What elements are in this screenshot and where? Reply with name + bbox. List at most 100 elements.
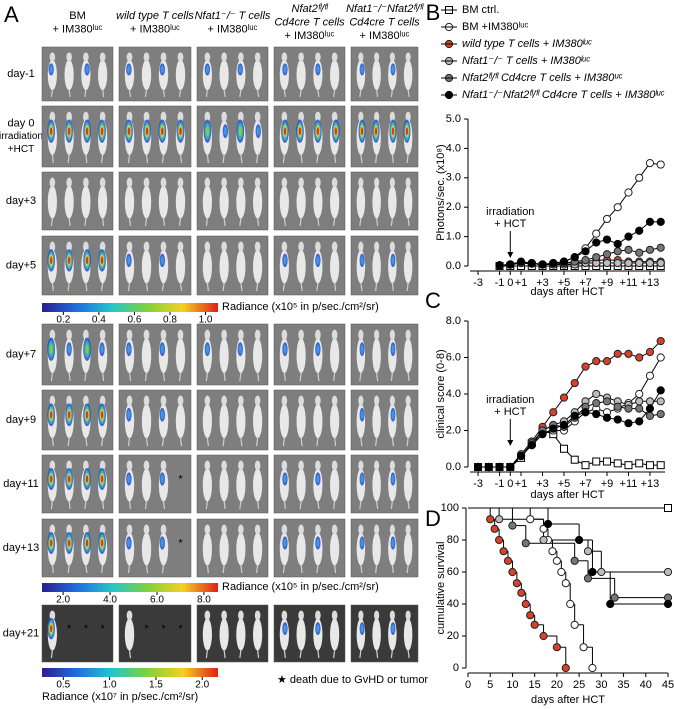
x-axis-label: days after HCT xyxy=(531,489,605,501)
legend-label: wild type T cells + IM380ˡᵘᶜ xyxy=(462,38,593,50)
mouse xyxy=(330,532,340,566)
mouse-tail xyxy=(85,282,88,292)
marker xyxy=(624,404,633,413)
mouse xyxy=(253,403,263,439)
mouse xyxy=(236,249,246,284)
marker xyxy=(664,504,672,512)
y-axis-label: clinical score (0-8) xyxy=(435,349,447,438)
marker xyxy=(570,253,579,262)
marker xyxy=(581,256,590,265)
mouse-tail xyxy=(299,89,302,98)
marker xyxy=(597,567,606,577)
x-tick-label: 40 xyxy=(640,679,652,691)
colorbar-tick-label: 1.5 xyxy=(149,680,163,691)
marker xyxy=(645,404,655,413)
mouse-tail xyxy=(223,89,226,98)
mouse xyxy=(253,532,263,566)
signal xyxy=(100,475,104,483)
mouse-tail xyxy=(206,154,209,164)
signal xyxy=(67,127,71,136)
mouse-head xyxy=(143,329,150,341)
column-header: Cd4cre T cells xyxy=(274,16,345,28)
marker xyxy=(583,547,593,556)
mouse-head xyxy=(389,524,395,535)
colorbar-tick-label: 4.0 xyxy=(103,595,117,606)
marker xyxy=(561,663,570,673)
mouse xyxy=(388,185,397,219)
mouse xyxy=(253,249,263,284)
mouse-tail xyxy=(205,500,208,510)
y-tick-label: 100 xyxy=(441,502,459,514)
footnote: ★ death due to GvHD or tumor xyxy=(277,674,428,686)
mouse-head xyxy=(281,111,288,123)
mouse-head xyxy=(254,395,261,406)
mouse xyxy=(236,185,246,219)
mouse-tail xyxy=(299,500,302,510)
x-tick-label: 30 xyxy=(595,679,607,691)
mouse-head xyxy=(374,329,380,341)
signal xyxy=(360,624,364,633)
marker xyxy=(656,461,665,470)
mouse-head xyxy=(281,524,288,535)
mouse-head xyxy=(358,329,364,341)
mouse-tail xyxy=(391,154,394,164)
signal xyxy=(85,127,89,136)
mouse-tail xyxy=(256,154,259,164)
signal xyxy=(49,539,53,547)
marker xyxy=(656,353,665,362)
row-label: +HCT xyxy=(8,144,34,155)
mouse-tail xyxy=(128,372,132,382)
mouse-head xyxy=(204,241,211,252)
y-axis-label: cumulative survival xyxy=(435,542,447,635)
marker xyxy=(656,217,665,226)
signal xyxy=(223,127,227,136)
mouse-head xyxy=(66,111,72,123)
mouse-tail xyxy=(240,154,243,164)
signal xyxy=(391,127,395,136)
marker xyxy=(559,393,569,402)
signal xyxy=(316,127,320,136)
mouse xyxy=(202,532,212,566)
mouse xyxy=(296,185,306,219)
mouse xyxy=(253,618,263,651)
signal xyxy=(238,65,242,74)
marker xyxy=(581,247,590,256)
mouse-head xyxy=(331,329,338,341)
mouse-tail xyxy=(316,154,319,164)
mouse-tail xyxy=(256,564,259,574)
panel-label: A xyxy=(4,2,19,27)
mouse xyxy=(219,59,229,91)
mouse-tail xyxy=(145,154,149,164)
signal xyxy=(160,539,164,547)
mouse-head xyxy=(389,460,395,471)
marker xyxy=(592,409,601,419)
marker xyxy=(570,556,579,565)
signal xyxy=(127,256,131,265)
mouse-tail xyxy=(239,89,242,98)
mouse xyxy=(296,532,306,566)
mouse-head xyxy=(238,111,244,123)
mouse-head xyxy=(254,610,261,621)
signal xyxy=(127,345,131,354)
mouse-head xyxy=(374,610,380,621)
mouse-head xyxy=(221,52,227,62)
mouse-tail xyxy=(67,154,70,164)
column-header: Nfat2ᶠˡ/ᶠˡ xyxy=(292,3,329,15)
marker xyxy=(656,258,665,268)
mouse xyxy=(219,185,229,219)
mouse-tail xyxy=(390,650,393,659)
marker xyxy=(592,389,601,399)
mouse-tail xyxy=(376,372,379,382)
signal xyxy=(391,410,395,419)
signal xyxy=(391,539,395,547)
annotation: + HCT xyxy=(494,218,526,230)
mouse-tail xyxy=(375,282,378,292)
mouse-head xyxy=(49,460,56,471)
mouse-tail xyxy=(102,89,105,98)
marker xyxy=(581,362,590,371)
mouse xyxy=(81,185,91,219)
mouse-tail xyxy=(316,282,319,292)
signal xyxy=(161,127,164,136)
legend-label: BM ctrl. xyxy=(462,4,499,16)
mouse-head xyxy=(331,52,338,62)
